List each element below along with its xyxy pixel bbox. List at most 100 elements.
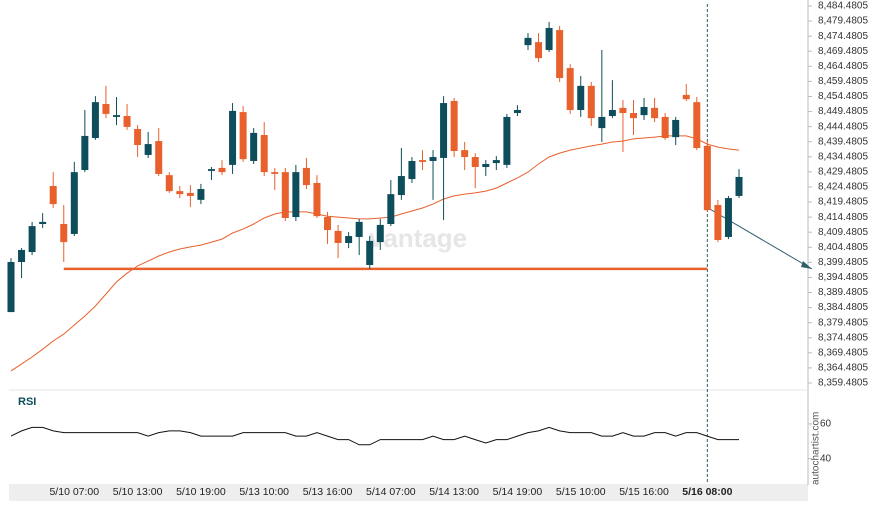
rsi-tick-label: 40 [820,453,832,464]
candle-body [81,135,89,171]
candle-body [714,204,722,240]
y-tick-label: 8,439.4805 [818,136,868,147]
x-tick-label: 5/14 19:00 [493,486,543,498]
x-tick-label: 5/10 13:00 [113,486,163,498]
y-tick-label: 8,444.4805 [818,121,868,132]
candle-body [155,141,163,174]
candle-body [397,176,405,196]
candle-body [545,27,553,50]
candle-body [250,132,258,161]
x-tick-label: 5/14 07:00 [366,486,416,498]
y-tick-label: 8,409.4805 [818,227,868,238]
candle-body [324,217,332,231]
y-tick-label: 8,449.4805 [818,106,868,117]
forecast-arrowhead [801,261,812,269]
candle-body [113,115,121,117]
candle-body [735,176,743,196]
candle-body [376,224,384,243]
y-tick-label: 8,389.4805 [818,287,868,298]
candle-body [629,113,637,119]
y-tick-label: 8,404.4805 [818,242,868,253]
y-tick-label: 8,359.4805 [818,378,868,389]
candle-body [366,240,374,266]
candle-body [724,198,732,237]
candle-body [60,223,68,243]
candle-body [598,116,606,129]
candle-body [302,167,310,186]
candle-body [18,249,26,262]
candle-body [661,116,669,139]
x-tick-label: 5/14 13:00 [429,486,479,498]
candle-body [281,172,289,218]
candle-body [345,236,353,243]
candle-body [260,135,268,173]
y-tick-label: 8,459.4805 [818,76,868,87]
y-tick-label: 8,474.4805 [818,31,868,42]
candle-body [566,68,574,110]
candle-body [693,102,701,148]
x-tick-label: 5/13 10:00 [239,486,289,498]
y-tick-label: 8,469.4805 [818,46,868,57]
candle-body [218,167,226,173]
y-tick-label: 8,369.4805 [818,347,868,358]
x-tick-label: 5/15 10:00 [556,486,606,498]
candle-body [556,30,564,79]
y-tick-label: 8,424.4805 [818,182,868,193]
candle-body [144,144,152,155]
candle-body [271,172,279,174]
candle-body [28,226,36,253]
candle-body [513,109,521,114]
y-tick-label: 8,479.4805 [818,16,868,27]
y-tick-label: 8,419.4805 [818,197,868,208]
rsi-label: RSI [18,396,36,408]
y-tick-label: 8,454.4805 [818,91,868,102]
candle-body [619,107,627,114]
y-tick-label: 8,384.4805 [818,302,868,313]
candle-body [608,109,616,117]
candle-body [471,157,479,167]
candle-body [482,163,490,167]
y-tick-label: 8,364.4805 [818,363,868,374]
candle-body [7,261,15,313]
candle-body [577,85,585,110]
x-tick-label: 5/15 16:00 [619,486,669,498]
x-tick-label: 5/16 08:00 [682,486,732,498]
y-tick-label: 8,379.4805 [818,317,868,328]
candle-body [229,110,237,165]
candle-body [672,119,680,138]
y-tick-label: 8,399.4805 [818,257,868,268]
candle-body [334,230,342,243]
x-tick-label: 5/10 07:00 [49,486,99,498]
candle-body [355,221,363,237]
candle-body [197,189,205,200]
candle-body [176,191,184,195]
candle-body [165,175,173,192]
candle-body [503,116,511,165]
y-tick-label: 8,429.4805 [818,167,868,178]
x-tick-label: 5/10 19:00 [176,486,226,498]
watermark: vantage [369,223,467,253]
candle-body [640,106,648,116]
candle-body [207,169,215,171]
candle-body [587,85,595,119]
candle-body [651,107,659,119]
x-axis-band [9,484,808,501]
candle-body [313,182,321,217]
candle-body [123,116,131,127]
candle-body [450,100,458,152]
candle-body [682,94,690,100]
candle-body [186,192,194,196]
candle-body [524,37,532,46]
x-tick-label: 5/13 16:00 [303,486,353,498]
candle-body [440,103,448,158]
candle-body [39,221,47,224]
source: autochartist.com [811,412,822,485]
candle-body [492,160,500,164]
candle-body [292,172,300,218]
y-tick-label: 8,484.4805 [818,1,868,12]
candle-body [387,194,395,224]
rsi-tick-label: 60 [820,419,832,430]
candle-body [461,150,469,158]
candle-body [408,160,416,180]
